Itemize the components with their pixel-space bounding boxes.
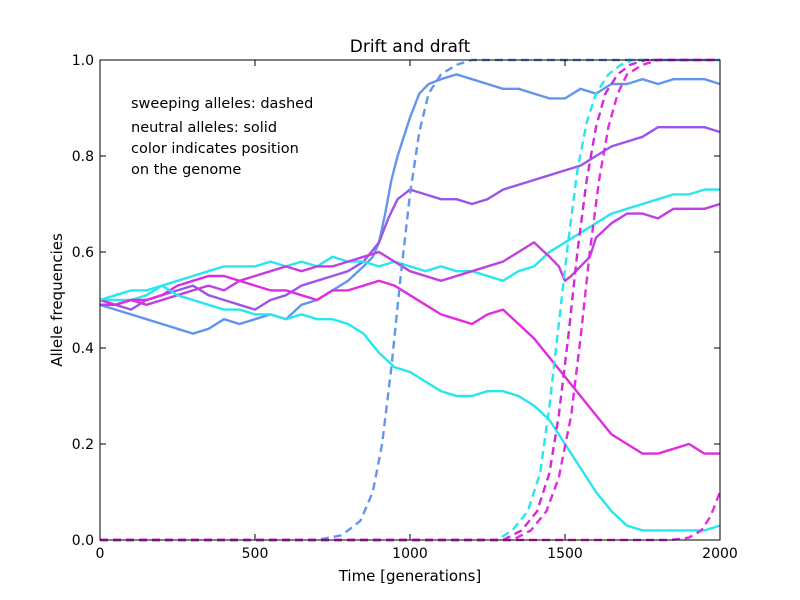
x-tick-label: 0 xyxy=(96,546,105,562)
y-tick-label: 0.2 xyxy=(72,437,94,453)
series-line-neutral-purple-2 xyxy=(100,202,721,306)
series-line-neutral-purple-1 xyxy=(100,125,721,311)
series-line-sweep-blue xyxy=(100,58,720,542)
annotation-line: neutral alleles: solid xyxy=(131,120,277,136)
series-line-neutral-cyan-1 xyxy=(100,188,720,302)
y-tick-label: 0.4 xyxy=(72,341,94,357)
x-axis-label: Time [generations] xyxy=(338,567,482,585)
series-line-sweep-magenta-1 xyxy=(100,58,720,542)
series-layer xyxy=(99,58,722,542)
y-axis-label: Allele frequencies xyxy=(48,233,66,367)
chart-title: Drift and draft xyxy=(350,37,471,57)
series-line-neutral-magenta xyxy=(99,274,720,455)
y-tick-label: 1.0 xyxy=(72,53,94,69)
x-tick-label: 1000 xyxy=(392,546,428,562)
series-line-sweep-magenta-2 xyxy=(100,58,720,542)
x-tick-label: 500 xyxy=(242,546,269,562)
y-tick-label: 0.8 xyxy=(72,149,94,165)
x-tick-label: 2000 xyxy=(702,546,738,562)
x-tick-label: 1500 xyxy=(547,546,583,562)
series-line-neutral-cyan-2 xyxy=(99,284,721,532)
annotation-block: sweeping alleles: dashed neutral alleles… xyxy=(131,96,313,178)
annotation-line: color indicates position xyxy=(131,141,299,157)
annotation-line: sweeping alleles: dashed xyxy=(131,96,313,112)
ticks-layer: 0 500 1000 1500 2000 0.0 0.2 0.4 0.6 0.8 1.0 xyxy=(72,53,738,562)
series-line-sweep-cyan xyxy=(100,58,720,542)
y-tick-label: 0.0 xyxy=(72,533,94,549)
y-tick-label: 0.6 xyxy=(72,245,94,261)
annotation-line: on the genome xyxy=(131,162,241,178)
series-line-neutral-blue xyxy=(99,73,721,335)
